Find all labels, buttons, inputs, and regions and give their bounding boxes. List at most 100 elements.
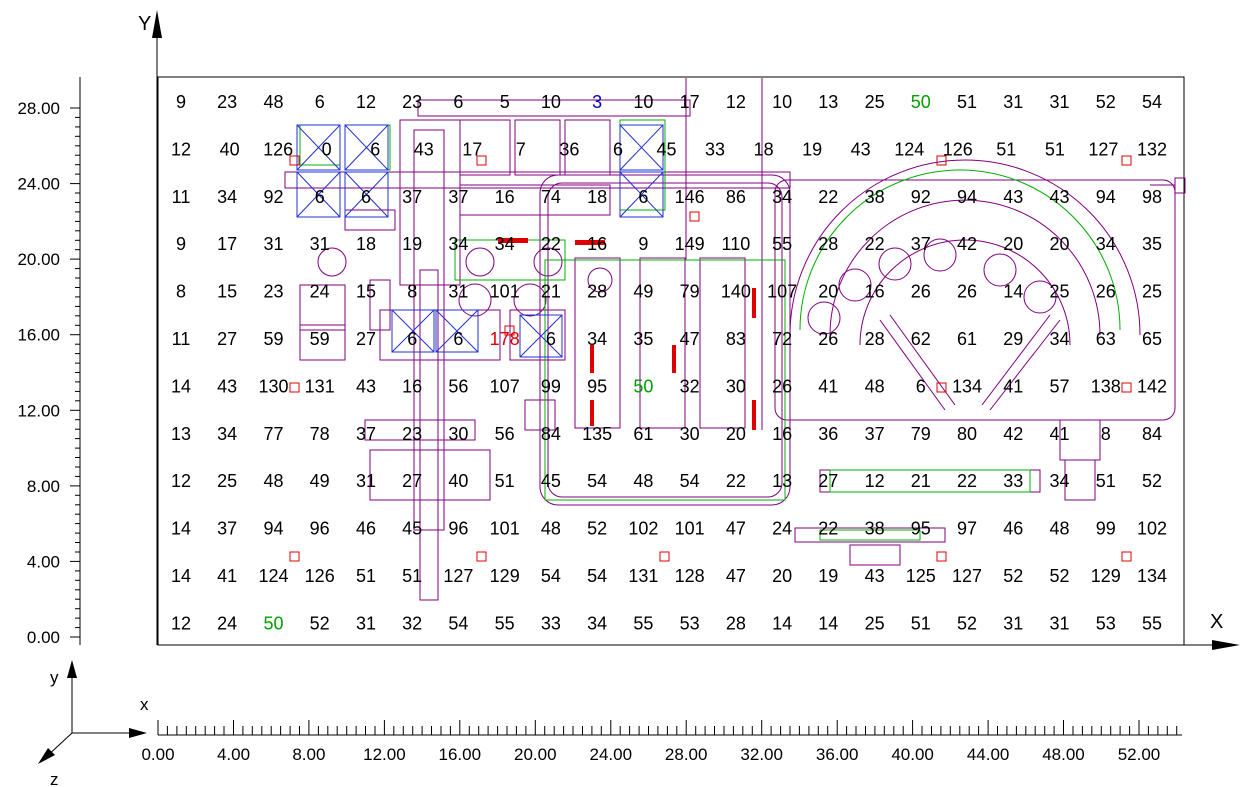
grid-value: 53 [1096, 613, 1116, 633]
grid-value: 28 [726, 613, 746, 633]
grid-value: 28 [587, 282, 607, 302]
x-tick-label: 12.00 [363, 745, 406, 764]
grid-value: 55 [1142, 613, 1162, 633]
x-tick-label: 40.00 [891, 745, 934, 764]
grid-value: 6 [453, 329, 463, 349]
stair [344, 209, 396, 231]
robot-unit [1023, 280, 1057, 314]
grid-value: 41 [217, 566, 237, 586]
grid-value: 16 [402, 376, 422, 396]
machine-block [299, 324, 346, 361]
grid-value: 35 [633, 329, 653, 349]
sensor-marker [289, 551, 300, 562]
grid-value: 84 [1142, 424, 1162, 444]
red-bar [590, 345, 594, 373]
grid-value: 63 [1096, 329, 1116, 349]
red-bar [752, 288, 756, 318]
grid-value: 59 [310, 329, 330, 349]
bay-3 [699, 257, 746, 429]
grid-value: 10 [772, 92, 792, 112]
grid-value: 50 [633, 376, 653, 396]
x-tick-label: 0.00 [141, 745, 174, 764]
blue-crossed-box [344, 124, 389, 171]
red-bar [498, 238, 528, 243]
y-tick-label: 8.00 [27, 477, 60, 496]
triad-x-label: x [140, 695, 149, 714]
grid-value: 12 [171, 139, 191, 159]
sensor-marker [504, 325, 515, 336]
grid-value: 55 [495, 613, 515, 633]
sensor-marker [936, 382, 947, 393]
grid-value: 54 [587, 471, 607, 491]
grid-value: 43 [217, 376, 237, 396]
red-bar-layer [498, 238, 756, 430]
grid-value: 12 [865, 471, 885, 491]
x-axis: 0.00 4.00 8.00 12.00 16.00 20.00 24.00 28.00 32.… [141, 720, 1182, 764]
sensor-marker [689, 211, 700, 222]
grid-value: 34 [495, 234, 515, 254]
red-bar [575, 240, 605, 245]
grid-value: 129 [490, 566, 520, 586]
x-tick-label: 36.00 [816, 745, 859, 764]
grid-value: 127 [1088, 139, 1118, 159]
grid-value: 14 [171, 376, 191, 396]
arc-inner [829, 199, 1101, 336]
grid-value: 25 [1142, 282, 1162, 302]
grid-value: 6 [613, 139, 623, 159]
sensor-marker [936, 551, 947, 562]
top-duct [417, 99, 691, 117]
triad-z-arrow [38, 748, 55, 764]
blue-cross [391, 309, 435, 353]
round-tank [317, 247, 347, 277]
grid-value: 9 [176, 92, 186, 112]
plot-frame [157, 76, 1185, 646]
grid-value: 57 [1049, 376, 1069, 396]
y-axis-title: Y [138, 13, 151, 35]
y-axis: Y 0.00 4.00 8.00 12.00 16.00 20.00 24.00 28.00 [17, 10, 162, 647]
grid-value: 20 [1003, 234, 1023, 254]
grid-value: 46 [1003, 519, 1023, 539]
grid-value: 149 [675, 234, 705, 254]
grid-value: 31 [356, 613, 376, 633]
y-tick-label: 28.00 [17, 99, 60, 118]
grid-value: 61 [957, 329, 977, 349]
grid-value: 22 [726, 471, 746, 491]
grid-value: 135 [582, 424, 612, 444]
grid-value: 16 [587, 234, 607, 254]
grid-value: 48 [633, 471, 653, 491]
grid-value: 56 [495, 424, 515, 444]
grid-value: 42 [957, 234, 977, 254]
grid-value: 132 [1137, 139, 1167, 159]
grid-value: 16 [865, 282, 885, 302]
machine-block [459, 119, 511, 176]
grid-value: 47 [726, 519, 746, 539]
green-arc [799, 169, 1121, 331]
equipment-box [1064, 459, 1096, 501]
grid-value: 10 [541, 92, 561, 112]
grid-value: 51 [495, 471, 515, 491]
grid-value: 41 [1049, 424, 1069, 444]
grid-value: 16 [772, 424, 792, 444]
grid-value: 34 [1049, 329, 1069, 349]
conveyor [794, 527, 946, 543]
grid-value: 35 [1142, 234, 1162, 254]
grid-value: 131 [628, 566, 658, 586]
x-axis-title: X [1210, 611, 1223, 633]
red-bar [752, 400, 756, 430]
grid-value: 15 [356, 282, 376, 302]
grid-value: 34 [448, 234, 468, 254]
grid-value: 32 [402, 613, 422, 633]
grid-value: 49 [310, 471, 330, 491]
grid-value: 34 [587, 613, 607, 633]
grid-value: 127 [443, 566, 473, 586]
blue-cross [435, 309, 479, 353]
grid-value: 54 [1142, 92, 1162, 112]
right-frame [774, 179, 1176, 421]
grid-value: 131 [305, 376, 335, 396]
grid-value: 25 [217, 471, 237, 491]
grid-value: 6 [315, 92, 325, 112]
arc-outer [789, 159, 1141, 336]
grid-value: 54 [587, 566, 607, 586]
grid-value: 96 [448, 519, 468, 539]
grid-value: 30 [726, 376, 746, 396]
